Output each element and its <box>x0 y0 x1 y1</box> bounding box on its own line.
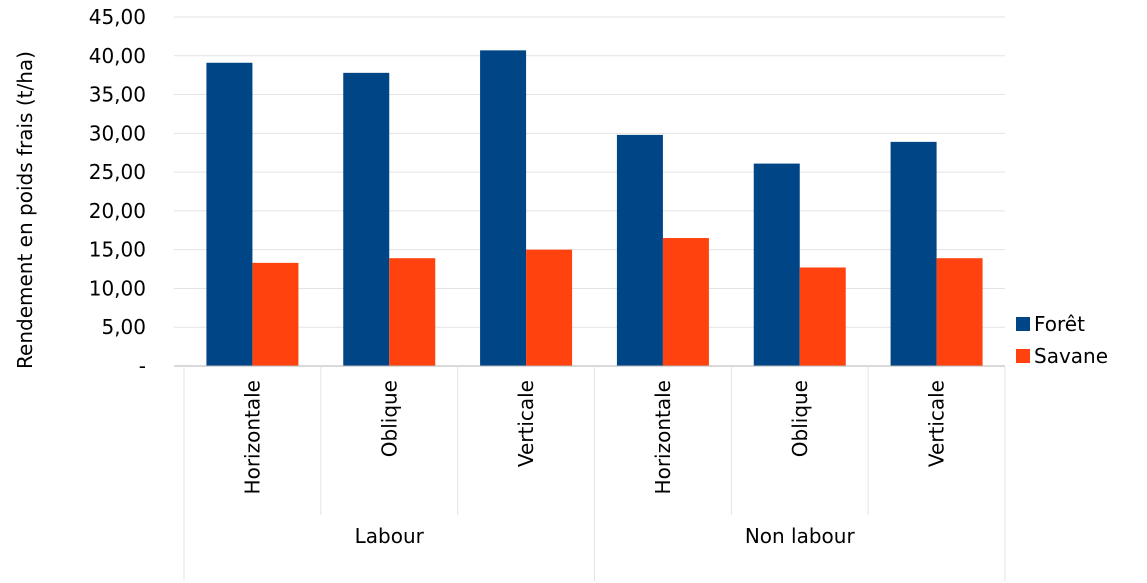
bar <box>616 134 663 366</box>
y-tick-label: 15,00 <box>89 238 146 262</box>
y-tick-label: 35,00 <box>89 83 146 107</box>
bar <box>890 141 937 366</box>
x-category-label: Oblique <box>788 380 812 457</box>
axes <box>174 365 1006 581</box>
bar <box>480 50 527 367</box>
y-axis-title: Rendement en poids frais (t/ha) <box>13 51 37 369</box>
gridlines <box>174 16 1005 328</box>
y-tick-label: - <box>139 354 146 378</box>
bar <box>343 72 390 366</box>
bar <box>753 163 800 366</box>
bar <box>662 238 709 366</box>
x-category-label: Verticale <box>925 380 949 467</box>
y-tick-label: 25,00 <box>89 160 146 184</box>
y-tick-label: 40,00 <box>89 44 146 68</box>
y-tick-label: 5,00 <box>101 315 146 339</box>
bar <box>252 262 299 366</box>
bars <box>206 50 983 367</box>
x-category-label: Horizontale <box>651 380 675 494</box>
x-category-label: Oblique <box>377 380 401 457</box>
y-tick-label: 20,00 <box>89 199 146 223</box>
bar <box>389 258 436 366</box>
x-group-label: Labour <box>355 524 425 548</box>
y-tick-label: 10,00 <box>89 276 146 300</box>
legend-swatch <box>1016 349 1030 363</box>
x-category-label: Verticale <box>514 380 538 467</box>
legend-swatch <box>1016 317 1030 331</box>
bar <box>936 258 983 366</box>
legend: Forêt Savane <box>1016 312 1108 368</box>
legend-label: Forêt <box>1034 312 1085 336</box>
y-tick-label: 45,00 <box>89 5 146 29</box>
legend-label: Savane <box>1034 344 1108 368</box>
bar <box>799 267 846 366</box>
y-tick-label: 30,00 <box>89 121 146 145</box>
bar <box>206 62 253 366</box>
bar <box>526 249 573 366</box>
x-category-label: Horizontale <box>240 380 264 494</box>
labels: - 5,00 10,00 15,00 20,00 25,00 30,00 35,00 40,00… <box>13 5 949 548</box>
x-group-label: Non labour <box>745 524 856 548</box>
